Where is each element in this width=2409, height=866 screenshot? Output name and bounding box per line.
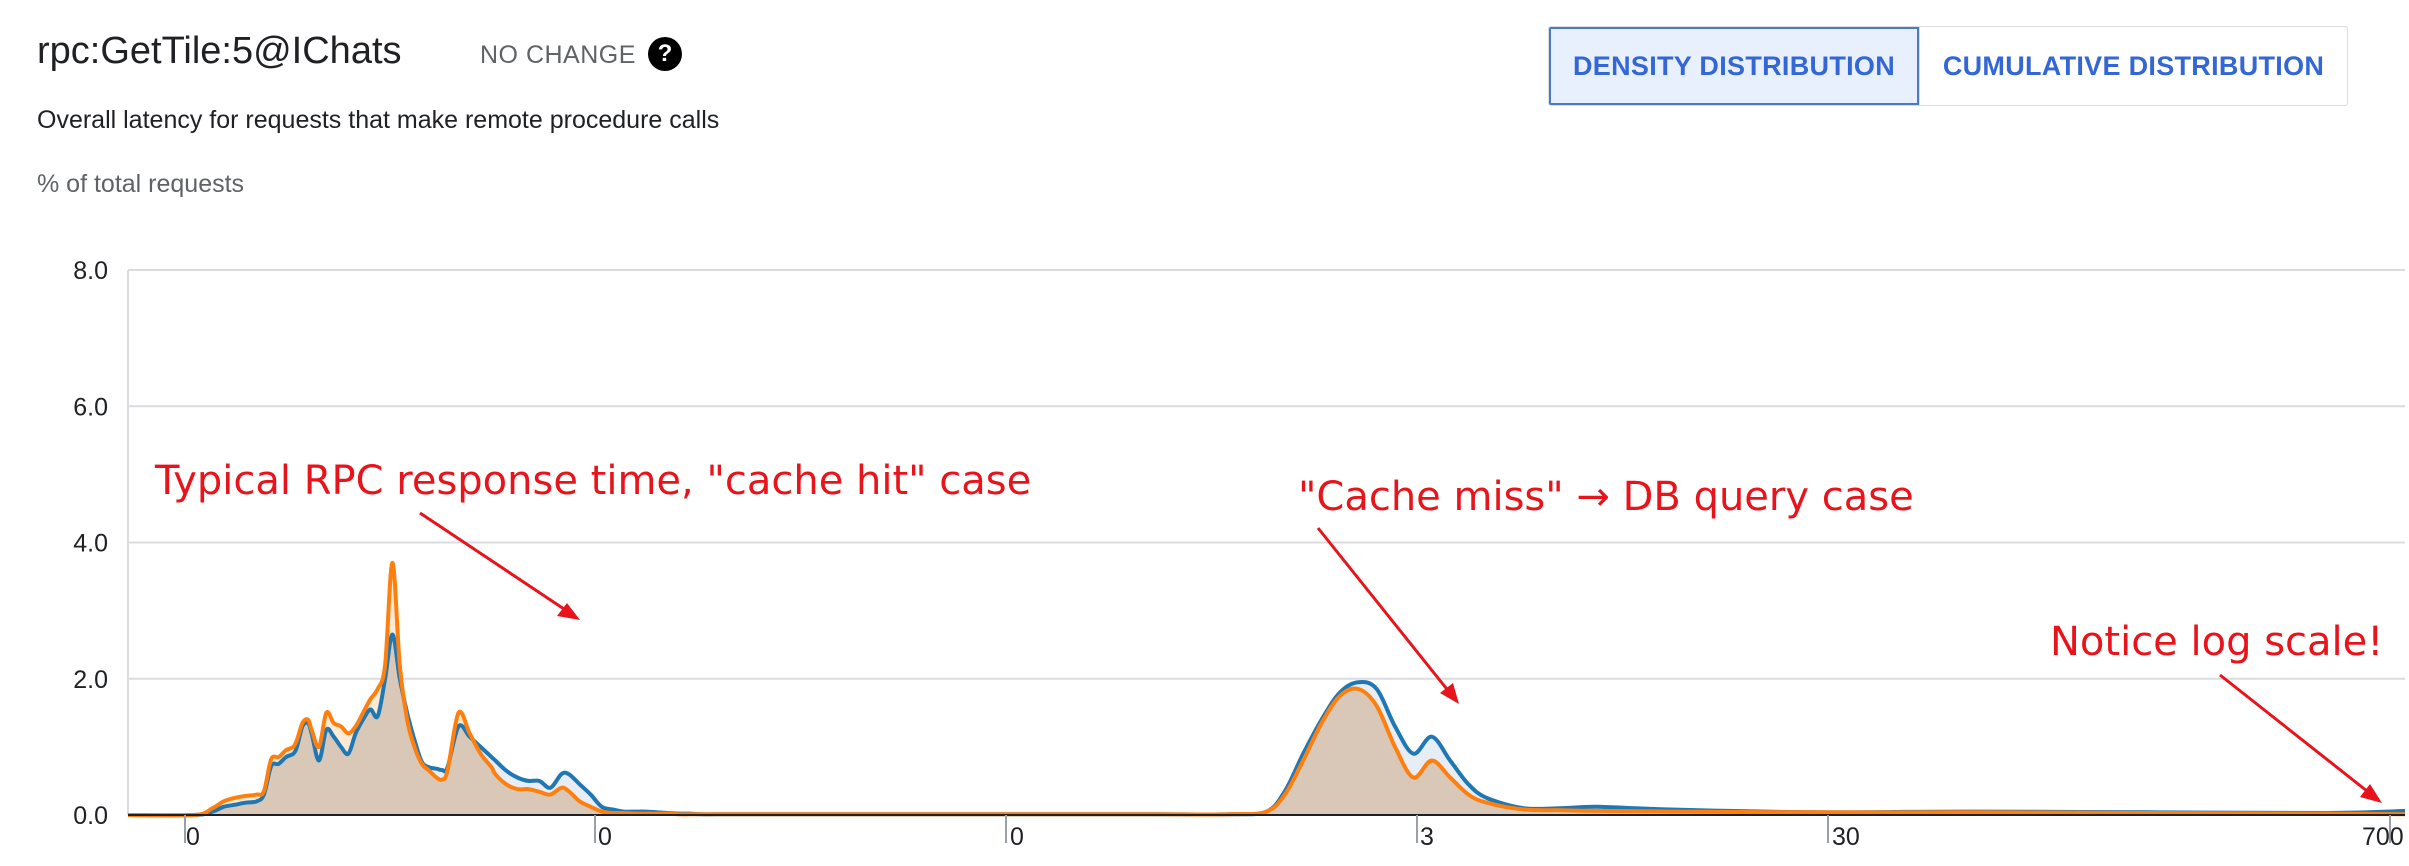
y-tick-label: 0.0 xyxy=(73,802,108,830)
status-badge: NO CHANGE xyxy=(480,41,636,69)
x-tick-label: 700 xyxy=(2362,823,2404,851)
annotation-cache-miss: "Cache miss" → DB query case xyxy=(1298,474,1914,520)
annotation-cache-hit: Typical RPC response time, "cache hit" c… xyxy=(154,458,1031,504)
series-a-line xyxy=(127,632,2406,818)
x-tick-label: 0 xyxy=(186,823,200,851)
page-title: rpc:GetTile:5@IChats xyxy=(37,30,402,72)
annotation-arrowhead-log-scale xyxy=(2360,784,2382,803)
series-overlap-area xyxy=(128,634,2405,816)
annotation-arrow-cache-hit xyxy=(419,511,571,615)
help-icon[interactable]: ? xyxy=(648,37,682,71)
x-axis-ticks: 0 0 0 3 30 700 xyxy=(184,815,2404,851)
x-tick-label: 0 xyxy=(1010,823,1024,851)
density-distribution-button[interactable]: DENSITY DISTRIBUTION xyxy=(1549,27,1919,105)
chart-subtitle: Overall latency for requests that make r… xyxy=(37,106,720,134)
cumulative-distribution-button[interactable]: CUMULATIVE DISTRIBUTION xyxy=(1919,27,2347,105)
y-axis-label: % of total requests xyxy=(37,170,245,198)
y-tick-label: 6.0 xyxy=(73,393,108,421)
distribution-toggle: DENSITY DISTRIBUTION CUMULATIVE DISTRIBU… xyxy=(1548,26,2348,106)
y-tick-label: 8.0 xyxy=(73,257,108,285)
chart-annotations: Typical RPC response time, "cache hit" c… xyxy=(154,458,2383,803)
x-tick-label: 3 xyxy=(1420,823,1434,851)
annotation-log-scale: Notice log scale! xyxy=(2050,619,2383,665)
y-tick-label: 2.0 xyxy=(73,666,108,694)
annotation-arrowhead-cache-hit xyxy=(557,603,580,620)
chart-series xyxy=(127,560,2406,818)
x-tick-label: 30 xyxy=(1832,823,1860,851)
x-tick-label: 0 xyxy=(598,823,612,851)
y-axis-ticks: 0.0 2.0 4.0 6.0 8.0 xyxy=(73,257,108,830)
annotation-arrowhead-cache-miss xyxy=(1440,683,1459,704)
y-tick-label: 4.0 xyxy=(73,530,108,558)
annotation-arrow-cache-miss xyxy=(1316,527,1452,694)
series-b-line xyxy=(127,560,2406,818)
annotation-arrow-log-scale xyxy=(2219,673,2373,797)
